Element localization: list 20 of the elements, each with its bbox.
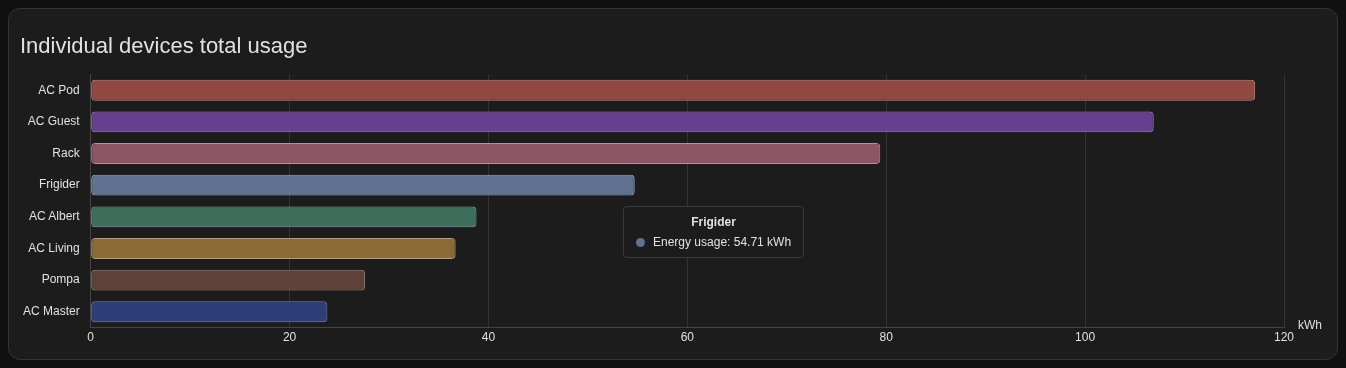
y-tick-label: AC Albert bbox=[28, 209, 81, 224]
x-tick-label: 20 bbox=[282, 330, 297, 345]
x-tick-label: 100 bbox=[1075, 330, 1096, 345]
annotation: Frigider bbox=[691, 215, 736, 229]
x-tick-label: 80 bbox=[879, 330, 894, 345]
x-axis-title: kWh bbox=[1298, 317, 1322, 332]
x-tick-label: 120 bbox=[1273, 330, 1295, 345]
y-tick-label: Frigider bbox=[38, 177, 80, 192]
chart-title: Individual devices total usage bbox=[20, 33, 308, 59]
annotation: Energy usage: 54.71 kWh bbox=[653, 235, 792, 249]
y-tick-label: Rack bbox=[52, 145, 81, 160]
y-tick-label: AC Guest bbox=[27, 114, 81, 129]
y-tick-label: AC Pod bbox=[38, 82, 80, 97]
y-tick-label: AC Master bbox=[22, 304, 80, 319]
x-tick-label: 40 bbox=[481, 330, 496, 345]
y-tick-label: AC Living bbox=[28, 240, 80, 255]
tooltip-panel: Frigider Energy usage: 54.71 kWh bbox=[623, 206, 805, 258]
x-tick-label: 0 bbox=[87, 330, 95, 345]
x-tick-label: 60 bbox=[680, 330, 695, 345]
y-tick-label: Pompa bbox=[41, 272, 80, 287]
